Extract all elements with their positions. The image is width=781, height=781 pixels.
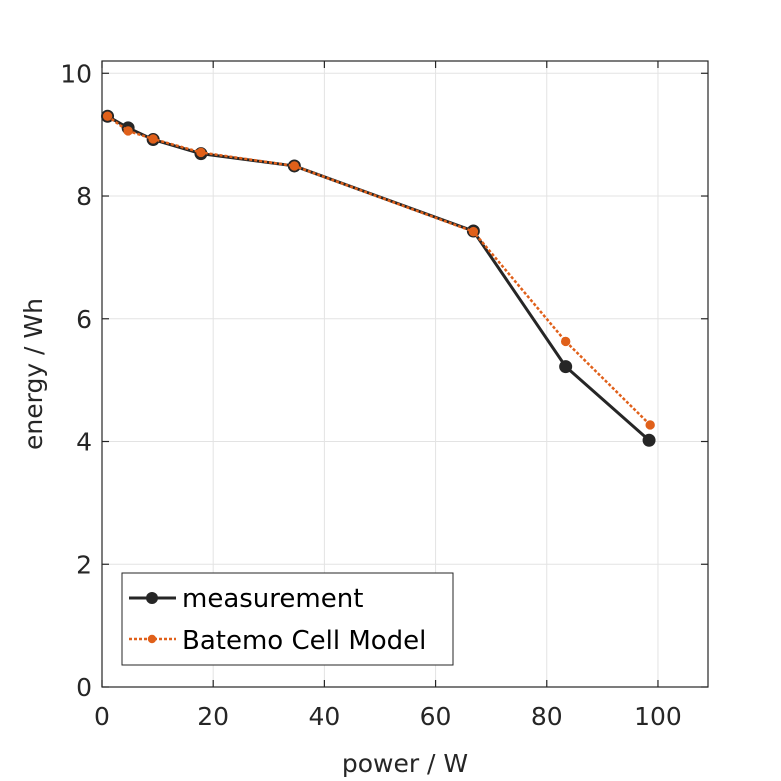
legend-label-batemo-cell-model: Batemo Cell Model	[182, 626, 426, 656]
data-point-batemo-cell-model	[289, 161, 300, 171]
x-tick-label: 60	[420, 702, 452, 731]
legend-marker-batemo-cell-model	[147, 634, 157, 644]
data-point-batemo-cell-model	[148, 134, 158, 144]
y-tick-label: 4	[76, 428, 92, 457]
legend-label-measurement: measurement	[182, 584, 363, 614]
data-point-batemo-cell-model	[102, 111, 113, 121]
x-axis-title: power / W	[342, 749, 468, 778]
data-point-batemo-cell-model	[196, 147, 206, 158]
ticks: 0 20 40 60 80 100 0 2 4 6 8 10	[60, 59, 708, 731]
x-tick-label: 20	[197, 702, 229, 731]
data-point-measurement	[642, 433, 656, 447]
y-tick-label: 8	[76, 182, 92, 211]
x-tick-label: 0	[94, 702, 110, 731]
data-point-batemo-cell-model	[560, 336, 571, 347]
legend-box	[121, 572, 454, 666]
x-tick-label: 80	[531, 702, 563, 731]
data-point-measurement	[559, 360, 573, 374]
y-axis-title: energy / Wh	[19, 298, 48, 450]
data-point-batemo-cell-model	[468, 226, 479, 237]
series-layer	[101, 109, 656, 447]
y-tick-label: 10	[60, 59, 92, 88]
y-tick-label: 2	[76, 550, 92, 579]
plot-frame	[101, 60, 709, 688]
legend: measurement Batemo Cell Model	[121, 572, 454, 666]
series-line-batemo-cell-model	[106, 115, 652, 426]
data-point-batemo-cell-model	[645, 420, 655, 430]
series-batemo-cell-model	[102, 111, 655, 430]
x-tick-label: 100	[634, 702, 682, 731]
y-tick-label: 0	[76, 673, 92, 702]
y-tick-label: 6	[76, 305, 92, 334]
data-point-batemo-cell-model	[123, 126, 133, 136]
x-tick-label: 40	[308, 702, 340, 731]
legend-marker-measurement	[146, 592, 158, 604]
grid	[101, 61, 708, 688]
